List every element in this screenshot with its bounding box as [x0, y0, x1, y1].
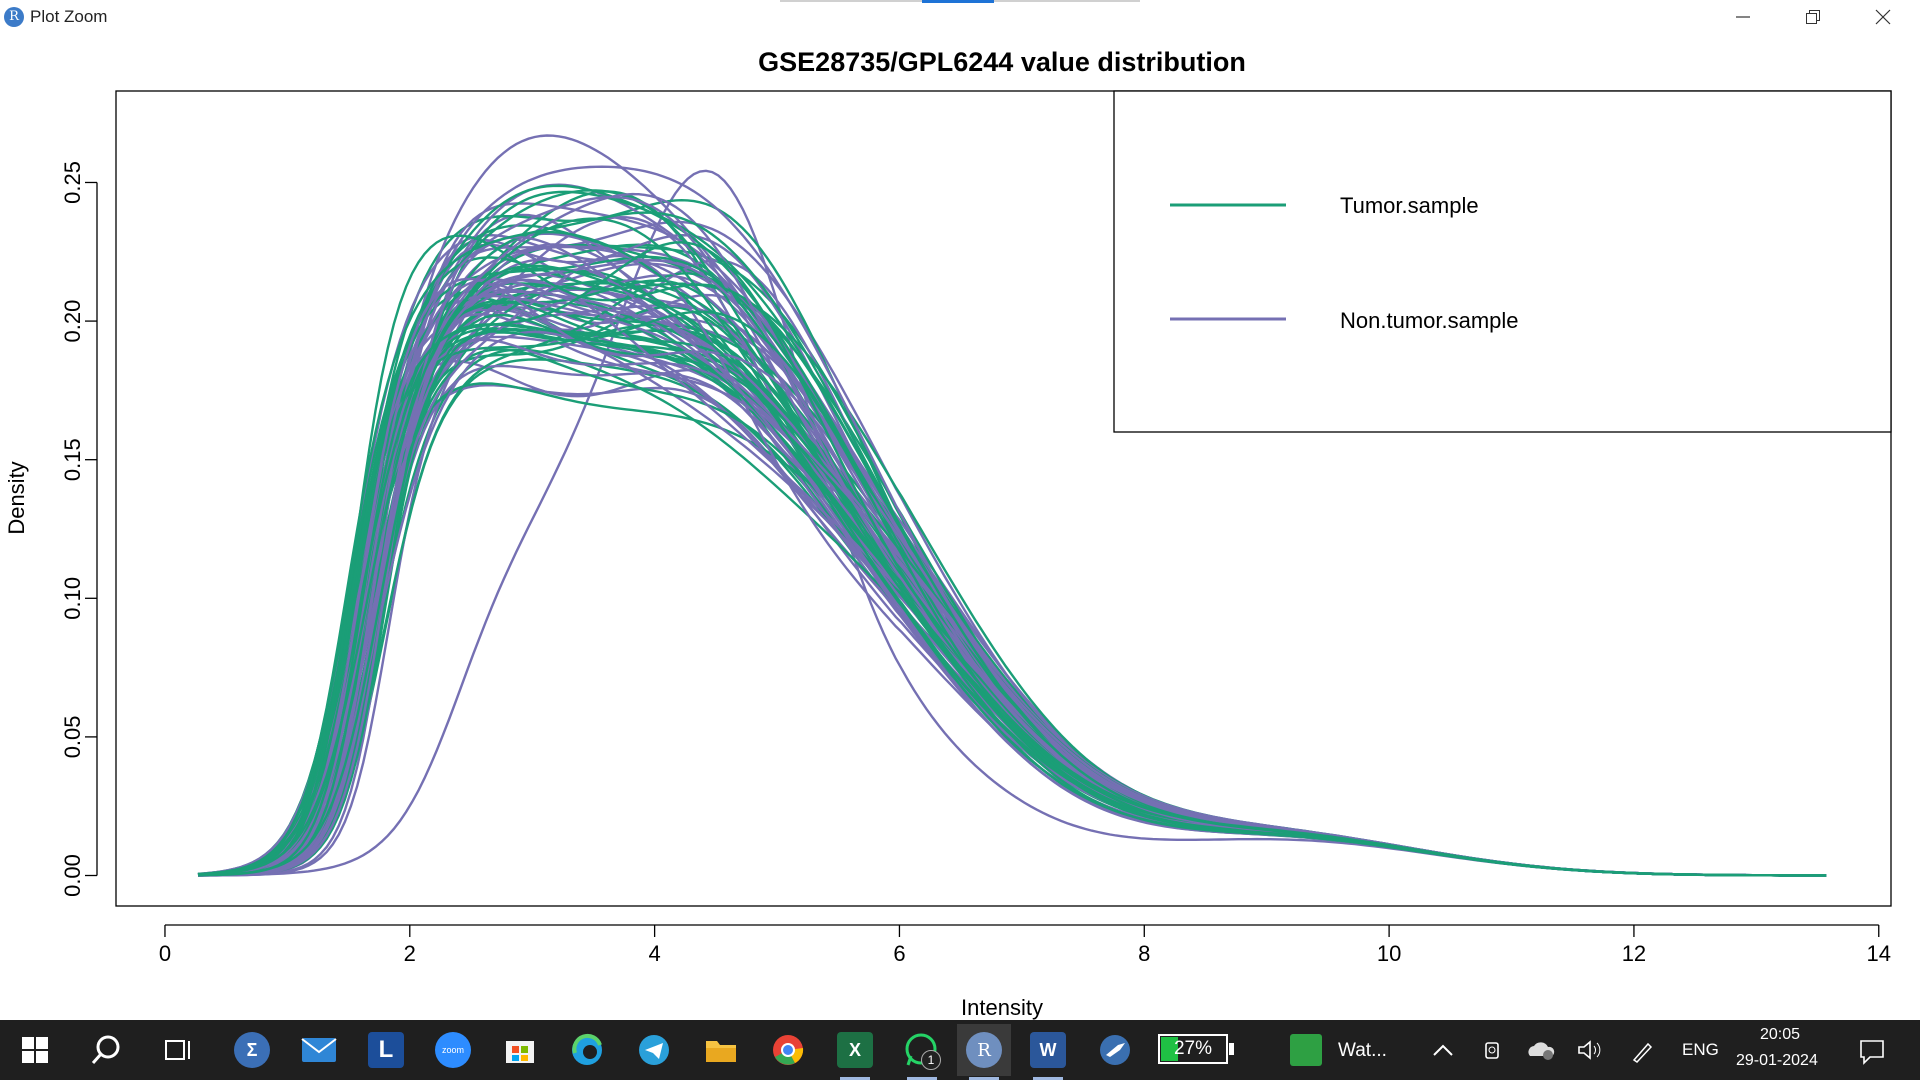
start-button[interactable]: [10, 1028, 60, 1072]
zoom-icon: zoom: [435, 1032, 471, 1068]
density-curve-tumor: [197, 358, 1827, 877]
task-view-icon: [165, 1040, 190, 1060]
sigma-app[interactable]: Σ: [227, 1028, 277, 1072]
close-button[interactable]: [1848, 0, 1918, 34]
onedrive-icon[interactable]: [1526, 1038, 1556, 1062]
edge-icon: [572, 1033, 602, 1065]
density-chart: GSE28735/GPL6244 value distribution 0 2 4 6…: [4, 47, 1892, 1020]
window-title: Plot Zoom: [30, 7, 108, 26]
store-icon: [506, 1041, 534, 1063]
y-axis: 0.00 0.05 0.10 0.15 0.20 0.25: [60, 161, 98, 897]
density-curve-nontumor: [197, 383, 1827, 877]
r-app[interactable]: R: [957, 1024, 1011, 1080]
y-tick-label: 0.00: [60, 854, 85, 897]
restore-icon: [1806, 10, 1820, 24]
x-axis-label: Intensity: [961, 995, 1043, 1020]
x-tick-label: 14: [1867, 941, 1891, 966]
l-letter-icon: L: [368, 1032, 404, 1068]
minimize-button[interactable]: [1708, 0, 1778, 34]
notification-badge: 1: [921, 1050, 941, 1070]
windows-logo-icon: [22, 1037, 48, 1063]
y-tick-label: 0.15: [60, 438, 85, 481]
telegram-app[interactable]: [629, 1028, 679, 1072]
search-button[interactable]: [82, 1028, 132, 1072]
x-tick-label: 2: [404, 941, 416, 966]
legend-label-tumor: Tumor.sample: [1340, 193, 1479, 218]
legend-box: [1113, 90, 1892, 433]
chrome-icon: [773, 1035, 804, 1065]
x-tick-label: 0: [159, 941, 171, 966]
minimize-icon: [1736, 16, 1750, 18]
chart-title: GSE28735/GPL6244 value distribution: [758, 47, 1246, 77]
zoom-app[interactable]: zoom: [428, 1028, 478, 1072]
x-axis: 0 2 4 6 8 10 12 14: [159, 924, 1891, 966]
running-indicator: [969, 1077, 999, 1080]
notification-icon[interactable]: [1858, 1038, 1886, 1066]
x-tick-label: 10: [1377, 941, 1401, 966]
titlebar-indicator: [922, 0, 994, 3]
chrome-app[interactable]: [763, 1028, 813, 1072]
l-app[interactable]: L: [361, 1028, 411, 1072]
legend: Tumor.sample Non.tumor.sample: [1113, 90, 1892, 433]
excel-icon: X: [837, 1032, 873, 1068]
x-tick-label: 6: [893, 941, 905, 966]
x-tick-label: 12: [1622, 941, 1646, 966]
word-app[interactable]: W: [1023, 1028, 1073, 1080]
x-tick-label: 4: [648, 941, 660, 966]
sigma-icon: Σ: [234, 1032, 270, 1068]
language-indicator[interactable]: ENG: [1682, 1040, 1719, 1059]
battery-indicator[interactable]: 27%: [1158, 1034, 1234, 1064]
window-titlebar: R Plot Zoom: [0, 0, 1920, 34]
plot-frame: [115, 90, 1892, 907]
mail-app[interactable]: [294, 1028, 344, 1072]
x-tick-label: 8: [1138, 941, 1150, 966]
whatsapp-app[interactable]: 1: [897, 1028, 947, 1080]
restore-button[interactable]: [1778, 0, 1848, 34]
battery-percent: 27%: [1173, 1038, 1213, 1059]
store-app[interactable]: [495, 1028, 545, 1072]
task-view-button[interactable]: [154, 1028, 204, 1072]
running-app-label[interactable]: Wat...: [1338, 1040, 1387, 1061]
running-indicator: [907, 1077, 937, 1080]
density-curve-tumor: [197, 264, 1827, 877]
explorer-app[interactable]: [696, 1028, 746, 1072]
r-icon: R: [966, 1032, 1002, 1068]
y-tick-label: 0.05: [60, 715, 85, 758]
bird-app[interactable]: [1090, 1028, 1140, 1072]
search-icon: [91, 1035, 120, 1064]
windows-taskbar: Σ L zoom X 1 R W: [0, 1020, 1920, 1080]
y-tick-label: 0.25: [60, 161, 85, 204]
legend-label-nontumor: Non.tumor.sample: [1340, 308, 1519, 333]
density-curve-tumor: [197, 382, 1827, 877]
running-indicator: [1033, 1077, 1063, 1080]
pen-icon[interactable]: [1630, 1038, 1656, 1064]
close-icon: [1875, 9, 1891, 25]
word-icon: W: [1030, 1032, 1066, 1068]
density-curves: [197, 134, 1827, 877]
density-curve-nontumor: [197, 359, 1827, 877]
bird-icon: [1100, 1035, 1130, 1065]
running-indicator: [840, 1077, 870, 1080]
meet-icon[interactable]: [1482, 1038, 1504, 1062]
edge-app[interactable]: [562, 1028, 612, 1072]
wat-app-icon[interactable]: [1290, 1034, 1322, 1066]
clock-time[interactable]: 20:05: [1760, 1026, 1801, 1043]
r-app-icon: R: [4, 7, 24, 27]
plot-area: GSE28735/GPL6244 value distribution 0 2 4 6…: [0, 34, 1920, 1020]
mail-icon: [301, 1038, 337, 1062]
y-axis-label: Density: [4, 461, 29, 534]
telegram-icon: [639, 1035, 669, 1065]
y-tick-label: 0.20: [60, 300, 85, 343]
chevron-up-icon[interactable]: [1432, 1042, 1454, 1058]
volume-icon[interactable]: [1576, 1038, 1604, 1062]
clock-date[interactable]: 29-01-2024: [1736, 1052, 1818, 1069]
density-curve-nontumor: [197, 364, 1827, 877]
y-tick-label: 0.10: [60, 577, 85, 620]
excel-app[interactable]: X: [830, 1028, 880, 1080]
folder-icon: [706, 1041, 736, 1062]
